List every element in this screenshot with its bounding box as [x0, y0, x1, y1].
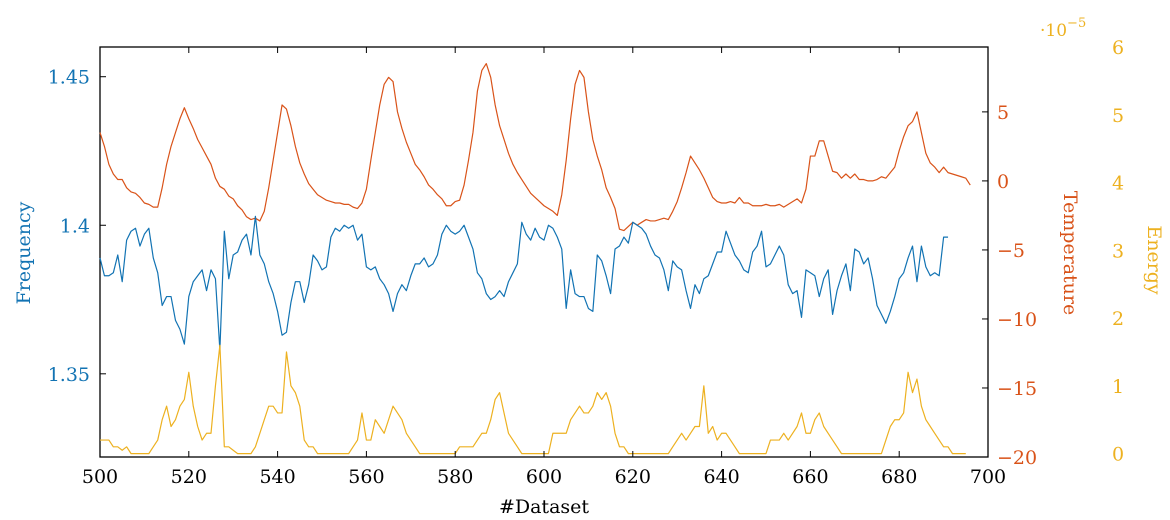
frequency-tick-label: 1.45 — [48, 67, 90, 89]
energy-axis-title: Energy — [1143, 225, 1165, 295]
x-tick-label: 660 — [792, 466, 828, 488]
temperature-tick-label: −20 — [997, 447, 1037, 469]
frequency-tick-label: 1.35 — [48, 364, 90, 386]
energy-tick-label: 5 — [1112, 105, 1124, 127]
series-line-frequency — [99, 215, 949, 351]
energy-multiplier-label: ·10−5 — [1040, 16, 1086, 41]
x-tick-label: 640 — [703, 466, 739, 488]
temperature-tick-label: 0 — [997, 171, 1009, 193]
x-tick-label: 500 — [82, 466, 118, 488]
x-tick-label: 520 — [171, 466, 207, 488]
x-tick-label: 580 — [437, 466, 473, 488]
x-tick-label: 620 — [615, 466, 651, 488]
x-tick-label: 680 — [881, 466, 917, 488]
x-tick-label: 600 — [526, 466, 562, 488]
temperature-tick-label: 5 — [997, 102, 1009, 124]
temperature-tick-label: −10 — [997, 309, 1037, 331]
x-axis-title: #Dataset — [499, 496, 589, 518]
series-line-energy — [100, 344, 966, 455]
x-tick-label: 700 — [970, 466, 1006, 488]
temperature-tick-label: −5 — [997, 240, 1025, 262]
frequency-tick-label: 1.4 — [60, 215, 90, 237]
energy-tick-label: 6 — [1112, 37, 1124, 59]
energy-tick-label: 1 — [1112, 376, 1124, 398]
energy-tick-label: 0 — [1112, 444, 1124, 466]
energy-tick-label: 4 — [1112, 173, 1124, 195]
temperature-tick-label: −15 — [997, 378, 1037, 400]
x-tick-label: 540 — [259, 466, 295, 488]
temperature-axis-title: Temperature — [1059, 191, 1081, 315]
x-tick-label: 560 — [348, 466, 384, 488]
frequency-axis-title: Frequency — [13, 201, 35, 304]
energy-tick-label: 3 — [1112, 240, 1124, 262]
series-line-temperature — [99, 62, 971, 232]
energy-tick-label: 2 — [1112, 308, 1124, 330]
